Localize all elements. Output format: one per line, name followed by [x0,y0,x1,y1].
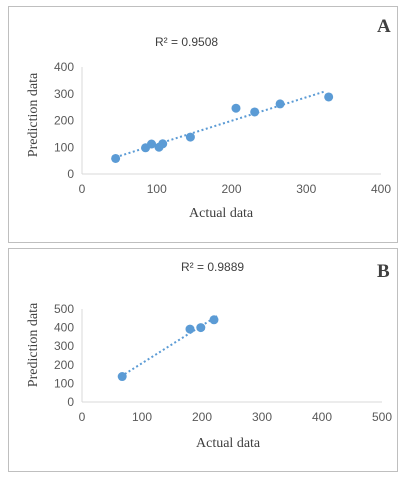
data-point-a [275,99,285,109]
x-tick-label-a: 300 [296,182,316,196]
x-tick-label-a: 400 [371,182,391,196]
x-tick-label-a: 200 [221,182,241,196]
plot-area-a: 0 100 200 300 400 0 100 200 300 400 [54,60,391,196]
data-point-b [117,372,127,382]
x-tick-label-b: 500 [372,410,392,424]
x-tick-label-b: 300 [252,410,272,424]
data-point-a [324,92,334,102]
r-squared-label-a: R² = 0.9508 [155,35,219,49]
x-tick-label-b: 200 [192,410,212,424]
data-point-a [147,139,157,149]
y-tick-label-b: 200 [54,358,74,372]
data-point-b [196,323,206,333]
y-tick-label-b: 100 [54,376,74,390]
y-tick-label-a: 300 [54,87,74,101]
y-tick-label-a: 200 [54,114,74,128]
x-tick-label-b: 100 [132,410,152,424]
x-tick-label-b: 0 [79,410,86,424]
y-tick-label-b: 500 [54,302,74,316]
data-point-a [111,153,121,163]
x-tick-label-b: 400 [312,410,332,424]
x-tick-label-a: 100 [147,182,167,196]
data-point-a [158,139,168,149]
y-tick-label-b: 300 [54,339,74,353]
trendline-b [120,315,218,378]
y-axis-label-a: Prediction data [26,72,41,158]
x-axis-label-b: Actual data [196,436,261,451]
panel-label-a: A [377,16,391,37]
y-tick-label-a: 100 [54,140,74,154]
x-axis-label-a: Actual data [189,206,254,221]
r-squared-label-b: R² = 0.9889 [181,260,245,274]
x-tick-label-a: 0 [79,182,86,196]
chart-panel-b: B R² = 0.9889 0 100 200 300 400 500 0 100 200 300… [8,248,398,472]
y-axis-label-b: Prediction data [26,302,41,388]
y-tick-label-b: 400 [54,321,74,335]
y-tick-label-b: 0 [67,395,74,409]
chart-panel-a: A R² = 0.9508 0 100 200 300 400 0 100 200 300 400… [8,6,398,243]
data-point-a [231,103,241,113]
data-point-a [185,132,195,142]
y-tick-label-a: 0 [67,167,74,181]
y-tick-label-a: 400 [54,60,74,74]
data-point-b [209,315,219,325]
plot-area-b: 0 100 200 300 400 500 0 100 200 300 400 500 [54,302,392,424]
panel-label-b: B [377,261,390,282]
data-point-a [250,107,260,117]
data-point-b [185,324,195,334]
